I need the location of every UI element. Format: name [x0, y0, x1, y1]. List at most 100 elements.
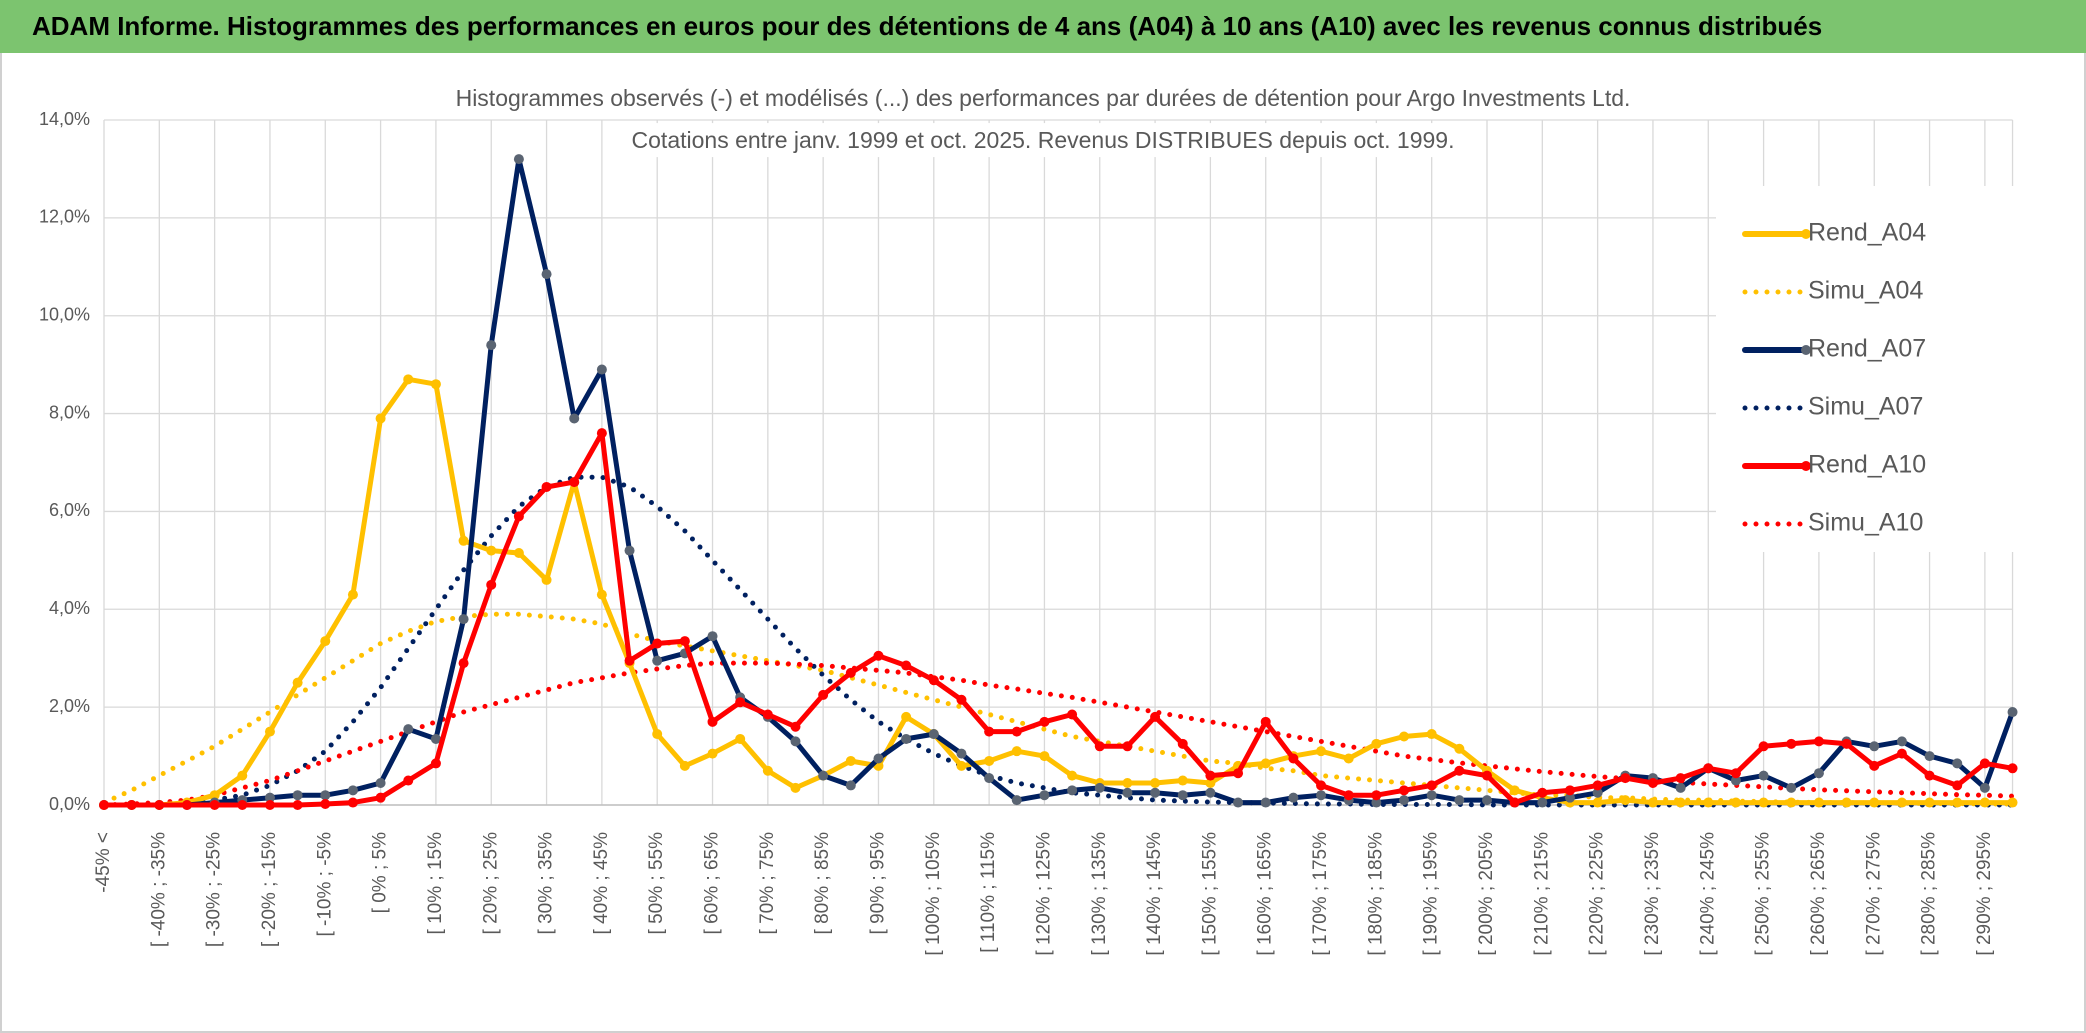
legend-box	[1716, 186, 2014, 552]
x-tick-label: [ 160% ; 165%	[1255, 832, 1276, 956]
x-tick-label: [ 180% ; 185%	[1365, 832, 1386, 956]
title-background	[447, 81, 1639, 116]
data-point	[320, 636, 331, 647]
data-point	[292, 677, 303, 688]
data-point	[1067, 770, 1078, 781]
data-point	[1011, 795, 1022, 806]
data-point	[1703, 763, 1714, 774]
data-point	[1233, 797, 1244, 808]
data-point	[1952, 797, 1963, 808]
data-point	[1150, 787, 1161, 798]
data-point	[1703, 797, 1714, 808]
data-point	[679, 636, 690, 647]
data-point	[1869, 741, 1880, 752]
data-point	[1039, 790, 1050, 801]
data-line	[101, 156, 2015, 808]
data-point	[513, 511, 524, 522]
data-point	[513, 548, 524, 559]
x-tick-label: [ 200% ; 205%	[1476, 832, 1497, 956]
x-tick-label: [ 210% ; 215%	[1531, 832, 1552, 956]
data-point	[1233, 768, 1244, 779]
data-point	[1620, 773, 1631, 784]
data-point	[624, 545, 635, 556]
x-tick-label: [ 30% ; 35%	[536, 832, 557, 935]
data-point	[1205, 777, 1216, 788]
data-point	[873, 753, 884, 764]
data-point	[679, 760, 690, 771]
data-point	[1399, 795, 1410, 806]
y-tick-label: 6,0%	[49, 500, 90, 520]
data-point	[541, 574, 552, 585]
data-point	[1537, 797, 1548, 808]
chart-subtitle: Cotations entre janv. 1999 et oct. 2025.…	[632, 127, 1455, 153]
data-point	[1675, 782, 1686, 793]
data-point	[1979, 782, 1990, 793]
data-point	[1067, 709, 1078, 720]
data-point	[1205, 770, 1216, 781]
data-point	[1952, 780, 1963, 791]
model-line	[101, 611, 2015, 807]
data-point	[1813, 797, 1824, 808]
x-tick-label: [ 280% ; 285%	[1919, 832, 1940, 956]
data-point	[956, 694, 967, 705]
x-tick-label: [ 80% ; 85%	[812, 832, 833, 935]
data-point	[1896, 736, 1907, 747]
data-line	[101, 430, 2015, 808]
data-point	[1841, 797, 1852, 808]
data-point	[596, 428, 607, 439]
data-point	[956, 760, 967, 771]
data-point	[1399, 785, 1410, 796]
data-point	[1260, 797, 1271, 808]
data-point	[1924, 797, 1935, 808]
x-tick-label: [ 100% ; 105%	[923, 832, 944, 956]
data-point	[873, 650, 884, 661]
data-point	[1758, 770, 1769, 781]
data-point	[652, 655, 663, 666]
x-tick-label: [ -30% ; -25%	[204, 832, 225, 947]
data-point	[375, 413, 386, 424]
data-point	[1454, 795, 1465, 806]
data-point	[1730, 797, 1741, 808]
data-point	[1813, 736, 1824, 747]
data-point	[1399, 731, 1410, 742]
data-point	[1924, 751, 1935, 762]
data-point	[845, 755, 856, 766]
x-tick-label: [ 190% ; 195%	[1421, 832, 1442, 956]
x-tick-label: [ 130% ; 135%	[1089, 832, 1110, 956]
data-point	[1952, 758, 1963, 769]
data-point	[264, 800, 275, 810]
data-point	[790, 721, 801, 732]
data-point	[403, 374, 414, 385]
title-background	[623, 123, 1463, 158]
x-tick-label: [ 290% ; 295%	[1974, 832, 1995, 956]
data-point	[1371, 790, 1382, 801]
data-point	[1647, 777, 1658, 788]
data-point	[347, 785, 358, 796]
data-point	[1647, 797, 1658, 808]
data-line	[101, 376, 2015, 808]
x-tick-label: [ 260% ; 265%	[1808, 832, 1829, 956]
x-tick-label: [ 20% ; 25%	[480, 832, 501, 935]
x-tick-label: [ 50% ; 55%	[646, 832, 667, 935]
data-point	[1288, 792, 1299, 803]
data-point	[1896, 748, 1907, 759]
data-point	[375, 777, 386, 788]
data-point	[1758, 797, 1769, 808]
data-point	[1786, 738, 1797, 749]
data-point	[1786, 797, 1797, 808]
legend-marker	[1801, 345, 1811, 355]
x-tick-label: [ 150% ; 155%	[1199, 832, 1220, 956]
data-point	[707, 631, 718, 642]
data-point	[624, 655, 635, 666]
data-point	[1730, 775, 1741, 786]
y-tick-label: 0,0%	[49, 794, 90, 814]
data-point	[790, 782, 801, 793]
data-point	[320, 799, 331, 810]
data-point	[596, 364, 607, 375]
data-point	[818, 770, 829, 781]
legend-marker	[1801, 461, 1811, 471]
data-point	[1067, 785, 1078, 796]
data-point	[569, 477, 580, 488]
data-point	[1564, 792, 1575, 803]
